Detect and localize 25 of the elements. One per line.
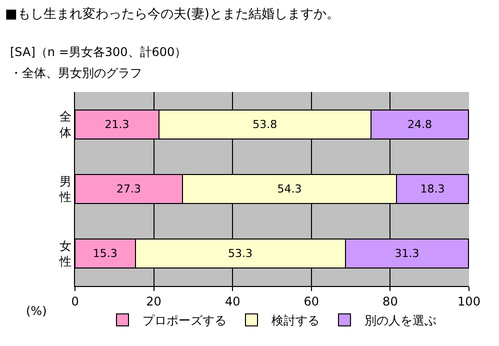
x-tick-label: 60 bbox=[304, 294, 320, 308]
legend-label: プロポーズする bbox=[142, 314, 226, 328]
text: (%) bbox=[26, 304, 47, 318]
chart-title: ■もし生まれ変わったら今の夫(妻)とまた結婚しますか。 bbox=[4, 6, 340, 22]
data-label: 24.8 bbox=[408, 118, 432, 131]
data-label: 53.3 bbox=[228, 247, 253, 260]
x-tick-label: 40 bbox=[224, 294, 240, 308]
x-tick-label: 100 bbox=[458, 294, 480, 308]
legend-label: 別の人を選ぶ bbox=[364, 314, 436, 328]
data-label: 27.3 bbox=[116, 182, 142, 196]
data-label: 15.3 bbox=[92, 247, 118, 260]
y-tick-label: 女性 bbox=[58, 239, 72, 269]
y-tick-label: 全体 bbox=[60, 110, 72, 140]
text: ・全体、男女別のグラフ bbox=[10, 66, 142, 80]
y-tick-label: 男性 bbox=[58, 174, 72, 204]
legend-label: 検討する bbox=[272, 314, 320, 328]
x-tick-label: 80 bbox=[382, 294, 398, 308]
data-label: 21.3 bbox=[104, 118, 130, 131]
data-label: 18.3 bbox=[420, 182, 445, 196]
data-label: 53.8 bbox=[252, 118, 278, 131]
x-tick-label: 20 bbox=[146, 294, 162, 308]
chart-subtitle: [SA]（n =男女各300、計600） bbox=[10, 45, 187, 59]
data-label: 31.3 bbox=[394, 247, 420, 260]
data-label: 54.3 bbox=[277, 182, 302, 196]
x-tick-label: 0 bbox=[71, 294, 79, 308]
